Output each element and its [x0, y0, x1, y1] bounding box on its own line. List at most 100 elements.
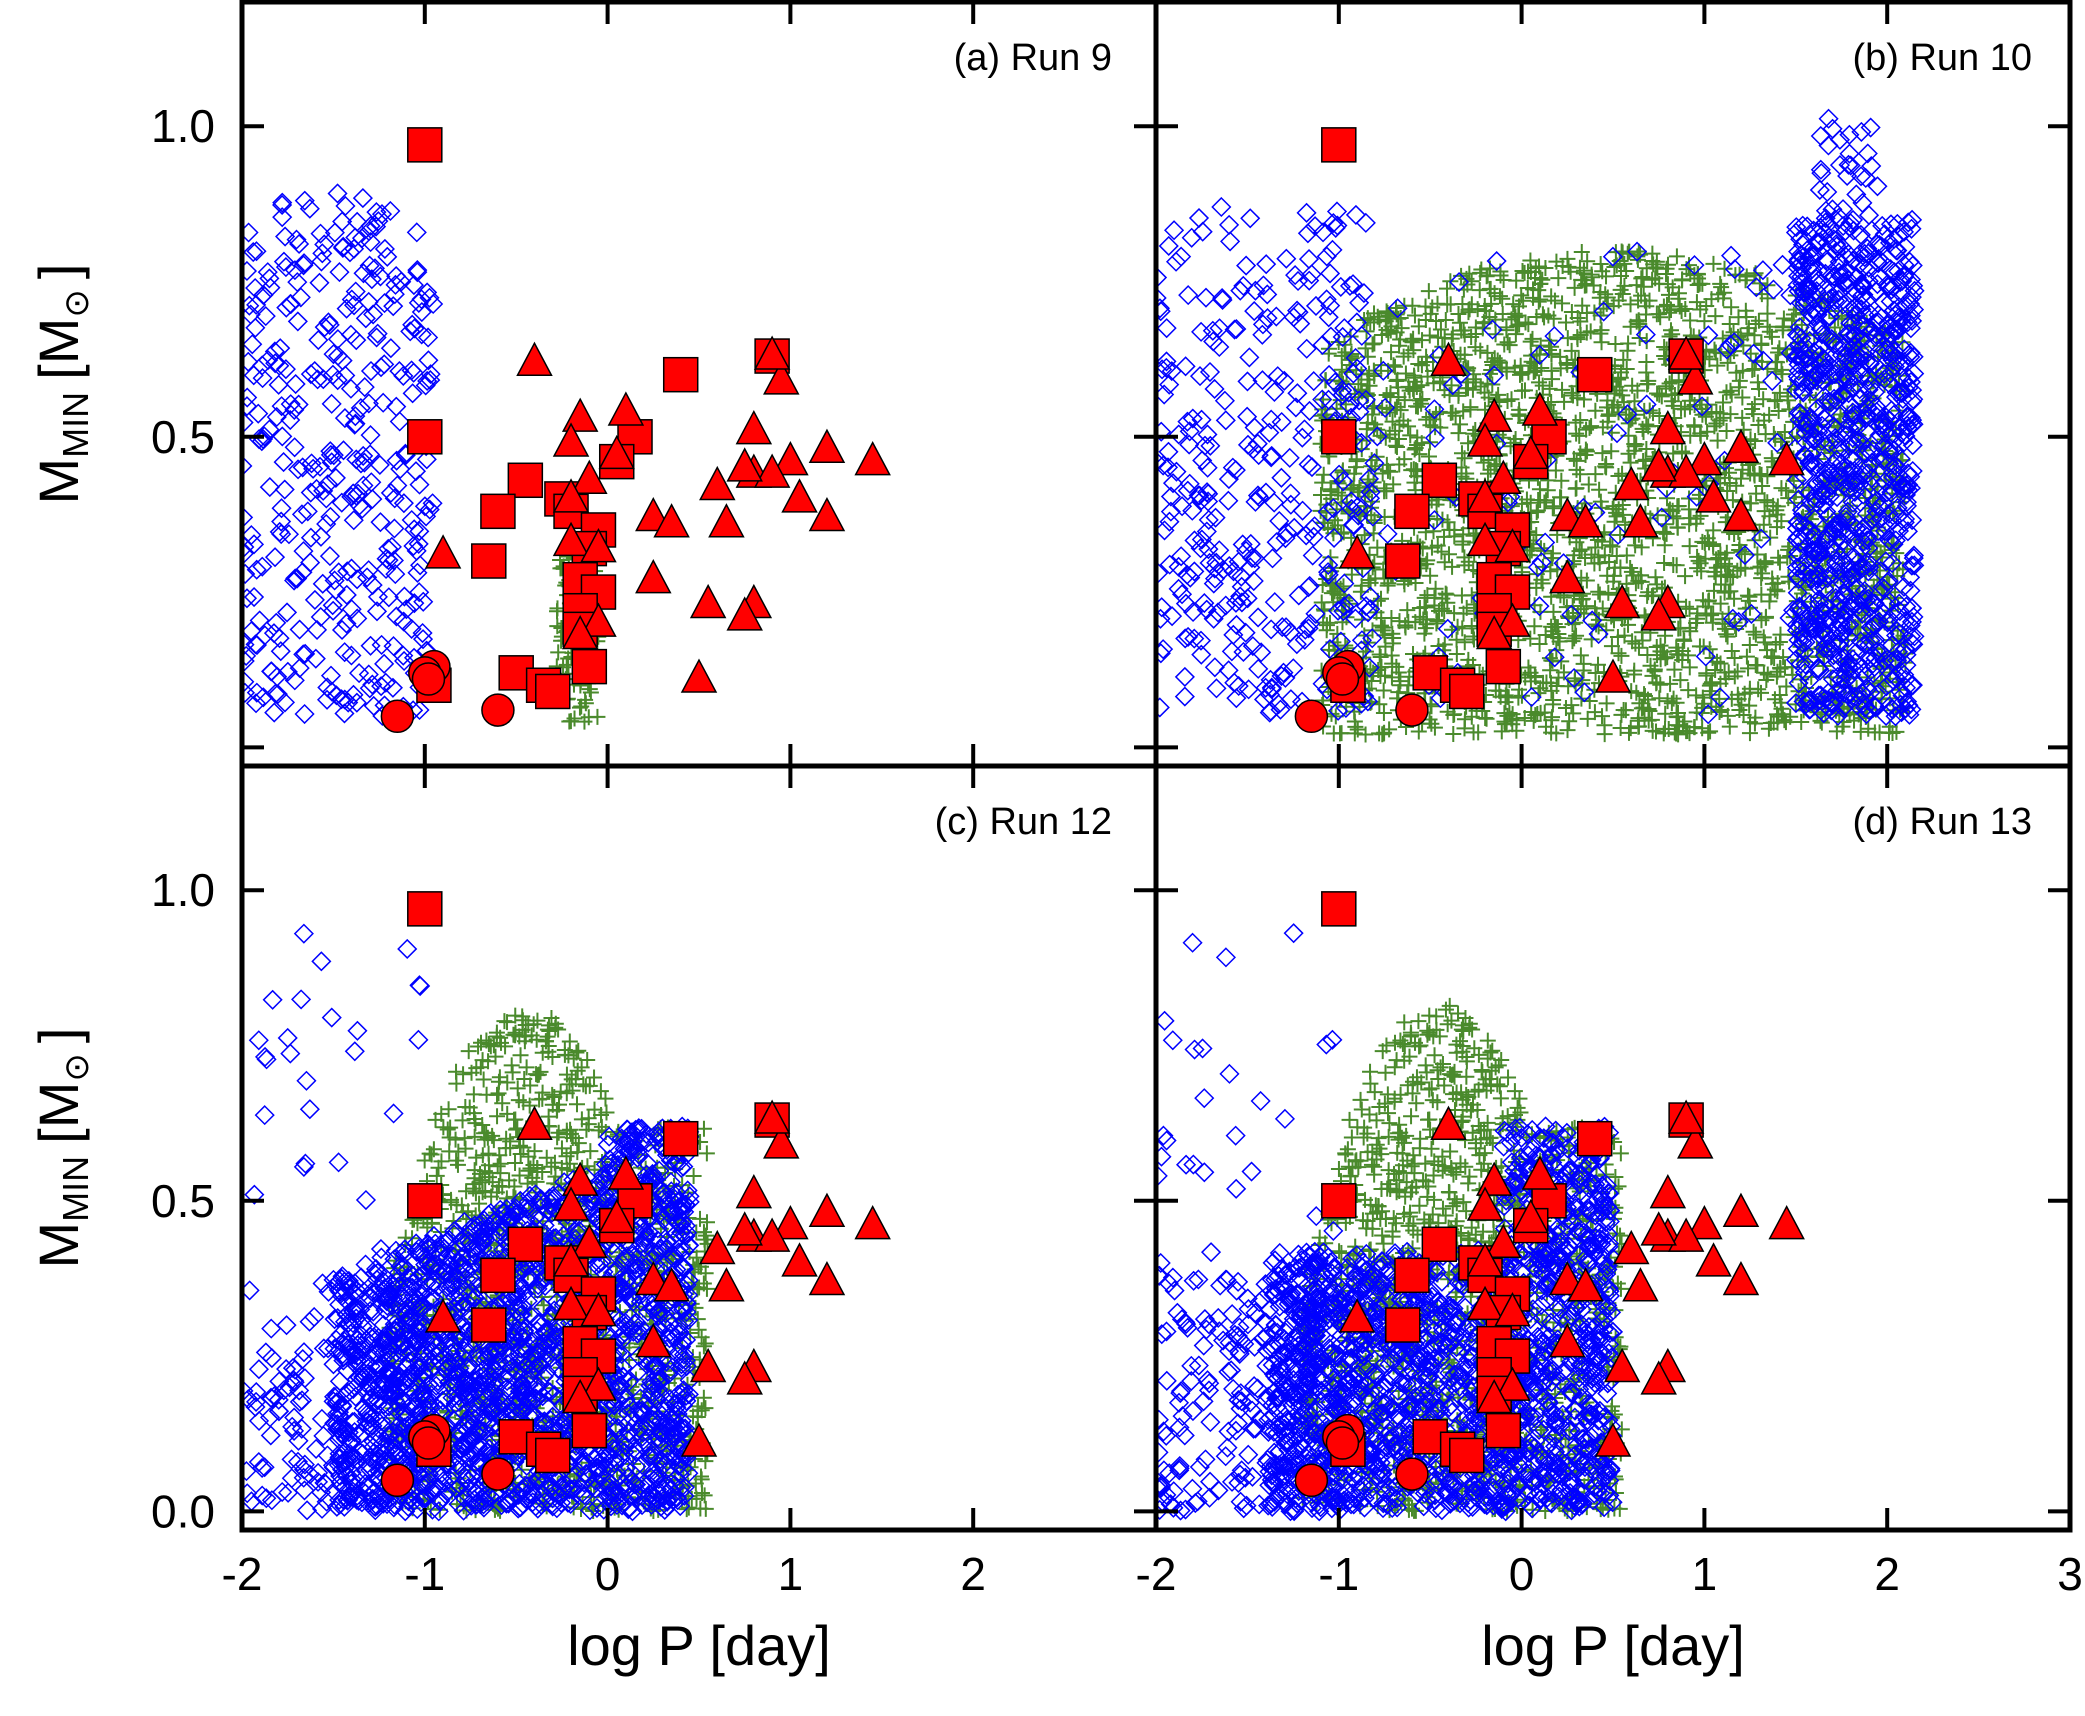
diamond-point: [366, 601, 388, 622]
diamond-point: [1728, 611, 1749, 632]
plus-point: [1385, 357, 1402, 374]
diamond-point: [1862, 439, 1883, 460]
diamond-point: [1875, 342, 1896, 363]
plus-point: [1359, 371, 1376, 388]
diamond-point: [1200, 435, 1221, 456]
diamond-point: [1829, 646, 1850, 668]
diamond-point: [1824, 334, 1845, 355]
diamond-point: [1790, 555, 1811, 576]
plus-point: [1699, 423, 1716, 440]
diamond-point: [1849, 379, 1870, 400]
diamond-point: [242, 563, 256, 585]
plus-point: [1593, 499, 1610, 516]
diamond-point: [1442, 375, 1463, 396]
plus-point: [1731, 537, 1748, 554]
diamond-point: [349, 663, 370, 684]
plus-point: [1453, 445, 1470, 462]
plus-point: [1673, 303, 1690, 320]
plus-point: [1638, 441, 1655, 458]
plus-point: [1705, 255, 1722, 272]
plus-point: [1636, 292, 1653, 309]
plus-point: [1563, 342, 1580, 359]
diamond-point: [1874, 364, 1895, 385]
diamond-point: [340, 378, 361, 399]
plus-point: [1753, 335, 1770, 352]
diamond-point: [1872, 215, 1893, 236]
diamond-point: [345, 227, 366, 248]
plus-point: [1574, 297, 1591, 314]
diamond-point: [1224, 672, 1245, 693]
diamond-point: [1860, 648, 1881, 669]
plus-point: [1433, 600, 1450, 617]
diamond-point: [386, 266, 407, 287]
plus-point: [1680, 647, 1697, 664]
triangle-marker: [726, 596, 763, 631]
diamond-point: [1889, 382, 1910, 403]
plus-point: [1603, 638, 1620, 655]
triangle-marker: [516, 341, 553, 377]
plus-point: [1778, 678, 1795, 695]
plus-point: [1594, 419, 1611, 436]
diamond-point: [1191, 644, 1212, 665]
diamond-point: [246, 559, 267, 580]
panel-c-background-clouds: [242, 923, 716, 1522]
diamond-point: [1156, 520, 1175, 541]
plus-point: [1587, 402, 1604, 419]
diamond-point: [369, 454, 390, 475]
diamond-point: [384, 488, 405, 509]
diamond-point: [1303, 526, 1324, 547]
diamond-point: [361, 472, 382, 493]
diamond-point: [1879, 591, 1900, 612]
diamond-point: [1839, 436, 1860, 457]
diamond-point: [1535, 532, 1556, 553]
plus-point: [1513, 495, 1530, 512]
plus-point: [1750, 417, 1767, 434]
square-marker: [407, 419, 443, 455]
diamond-point: [1838, 369, 1859, 390]
diamond-point: [1838, 154, 1859, 175]
diamond-point: [1156, 357, 1177, 378]
diamond-point: [1237, 588, 1258, 609]
plus-point: [1745, 406, 1762, 423]
diamond-point: [1484, 365, 1505, 386]
diamond-point: [1235, 622, 1256, 643]
diamond-point: [1819, 433, 1840, 454]
diamond-point: [1896, 492, 1917, 513]
diamond-point: [335, 195, 356, 217]
diamond-point: [1184, 530, 1205, 551]
diamond-point: [1875, 705, 1897, 727]
plus-point: [1410, 723, 1427, 740]
diamond-point: [1840, 355, 1861, 376]
plus-point: [1442, 296, 1459, 313]
diamond-point: [1816, 501, 1837, 522]
diamond-point: [1190, 630, 1212, 651]
plus-point: [1741, 725, 1758, 742]
plus-point: [1779, 549, 1796, 566]
plus-point: [1578, 572, 1595, 589]
plus-point: [1568, 480, 1585, 497]
plus-point: [1476, 384, 1493, 401]
plus-point: [1689, 610, 1706, 627]
triangle-marker: [1667, 335, 1705, 370]
plus-point: [1369, 308, 1386, 325]
diamond-point: [1209, 540, 1230, 561]
plus-point: [1661, 501, 1678, 518]
diamond-point: [254, 426, 275, 447]
diamond-point: [265, 353, 286, 374]
diamond-point: [1179, 434, 1200, 455]
diamond-point: [306, 478, 327, 500]
diamond-point: [1807, 314, 1828, 335]
diamond-point: [1793, 562, 1815, 583]
diamond-point: [1850, 492, 1871, 513]
plus-point: [698, 1227, 715, 1244]
diamond-point: [1156, 301, 1171, 322]
diamond-point: [1312, 389, 1333, 410]
diamond-point: [1870, 560, 1891, 582]
plus-point: [1766, 393, 1783, 410]
diamond-point: [1852, 522, 1874, 543]
diamond-point: [1848, 594, 1870, 615]
diamond-point: [1158, 235, 1179, 257]
diamond-point: [1888, 465, 1909, 486]
diamond-point: [1880, 291, 1901, 312]
diamond-point: [326, 685, 347, 706]
